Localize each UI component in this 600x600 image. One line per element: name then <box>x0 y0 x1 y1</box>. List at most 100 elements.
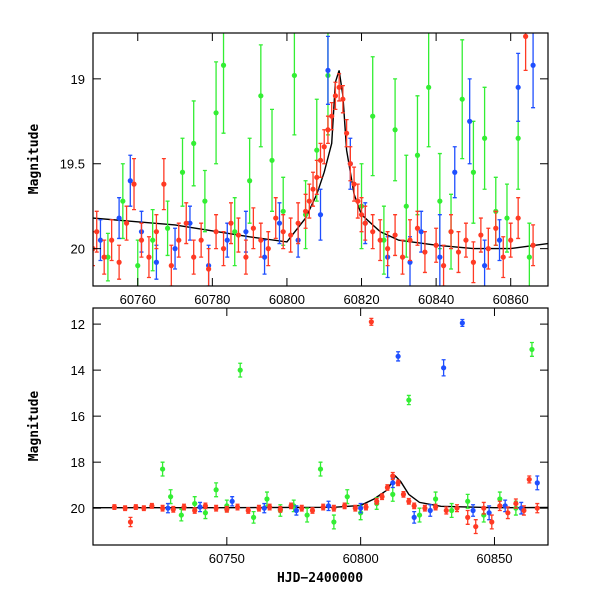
data-point <box>202 503 209 509</box>
data-point <box>427 507 433 514</box>
data-point <box>455 249 462 255</box>
data-point <box>470 169 477 175</box>
y-tick-label: 18 <box>71 455 85 470</box>
data-point <box>101 254 107 260</box>
data-point <box>146 254 152 260</box>
data-point <box>437 254 443 260</box>
data-point <box>116 215 122 221</box>
data-point <box>358 505 364 511</box>
data-point <box>406 397 412 403</box>
data-point <box>317 466 324 472</box>
data-point <box>133 504 139 510</box>
data-point <box>534 505 540 511</box>
data-point <box>426 84 432 90</box>
bottom-panel-xlabel: HJD−2400000 <box>277 571 363 586</box>
data-point <box>473 523 479 530</box>
data-point <box>411 503 417 509</box>
data-point <box>116 259 122 265</box>
data-point <box>224 506 230 512</box>
data-point <box>250 225 256 231</box>
data-point <box>481 505 487 511</box>
data-point <box>269 157 275 163</box>
data-point <box>220 62 227 68</box>
data-point <box>336 84 342 90</box>
data-point <box>317 157 324 163</box>
data-point <box>418 229 424 235</box>
data-point <box>232 229 238 235</box>
data-point <box>202 198 208 204</box>
data-point <box>515 84 521 90</box>
data-point <box>243 229 249 235</box>
data-point <box>310 186 316 192</box>
data-point <box>178 512 184 518</box>
data-point <box>344 130 350 136</box>
bottom-panel-series-1 <box>165 318 540 524</box>
data-point <box>172 246 178 252</box>
data-point <box>325 67 331 73</box>
data-point <box>299 505 305 511</box>
data-point <box>467 118 473 124</box>
data-point <box>403 203 409 209</box>
bottom-panel-series-2 <box>111 317 540 535</box>
data-point <box>206 266 212 272</box>
data-point <box>478 232 484 238</box>
data-point <box>432 496 439 502</box>
data-point <box>497 496 503 502</box>
data-point <box>454 505 460 511</box>
data-point <box>168 263 174 269</box>
data-point <box>165 505 171 511</box>
data-point <box>235 232 242 238</box>
y-tick-label: 14 <box>71 363 85 378</box>
data-point <box>325 503 332 509</box>
data-point <box>351 181 357 187</box>
data-point <box>192 507 198 514</box>
data-point <box>288 503 294 509</box>
data-point <box>470 259 477 265</box>
bottom-panel-ticks: 60750 60800 60850 12 14 16 18 20 <box>71 308 548 566</box>
data-point <box>329 113 335 119</box>
data-point <box>276 220 283 226</box>
y-tick-label: 19 <box>71 72 85 87</box>
x-tick-label: 60820 <box>343 292 379 307</box>
bottom-panel-ylabel: Magnitude <box>27 391 42 462</box>
data-point <box>344 494 350 500</box>
data-point <box>243 254 249 260</box>
data-point <box>191 140 197 146</box>
data-point <box>164 225 171 231</box>
data-point <box>441 365 447 371</box>
data-point <box>220 246 227 252</box>
x-tick-label: 60750 <box>209 551 245 566</box>
data-point <box>332 93 339 99</box>
data-point <box>370 113 376 119</box>
top-panel: 60760 60780 60800 60820 60840 60860 19 19.5 20 M… <box>27 32 549 307</box>
data-point <box>481 135 488 141</box>
top-panel-ylabel: Magnitude <box>27 124 42 195</box>
data-point <box>395 480 401 486</box>
data-point <box>181 504 187 510</box>
data-point <box>265 246 271 252</box>
data-point <box>340 96 346 102</box>
data-point <box>377 237 383 243</box>
data-point <box>321 144 327 150</box>
x-tick-label: 60760 <box>120 292 156 307</box>
data-point <box>414 225 421 231</box>
data-point <box>399 254 406 260</box>
data-point <box>288 232 294 238</box>
data-point <box>304 512 310 518</box>
data-point <box>176 237 182 243</box>
data-point <box>291 72 297 79</box>
data-point <box>247 178 253 184</box>
data-point <box>192 500 198 507</box>
data-point <box>505 510 511 516</box>
data-point <box>504 215 510 221</box>
data-point <box>379 494 385 500</box>
data-point <box>159 505 166 511</box>
data-point <box>150 237 156 243</box>
data-point <box>202 510 209 516</box>
data-point <box>515 135 521 141</box>
data-point <box>197 504 203 510</box>
data-point <box>523 33 529 39</box>
data-point <box>515 215 521 221</box>
data-point <box>94 229 100 235</box>
